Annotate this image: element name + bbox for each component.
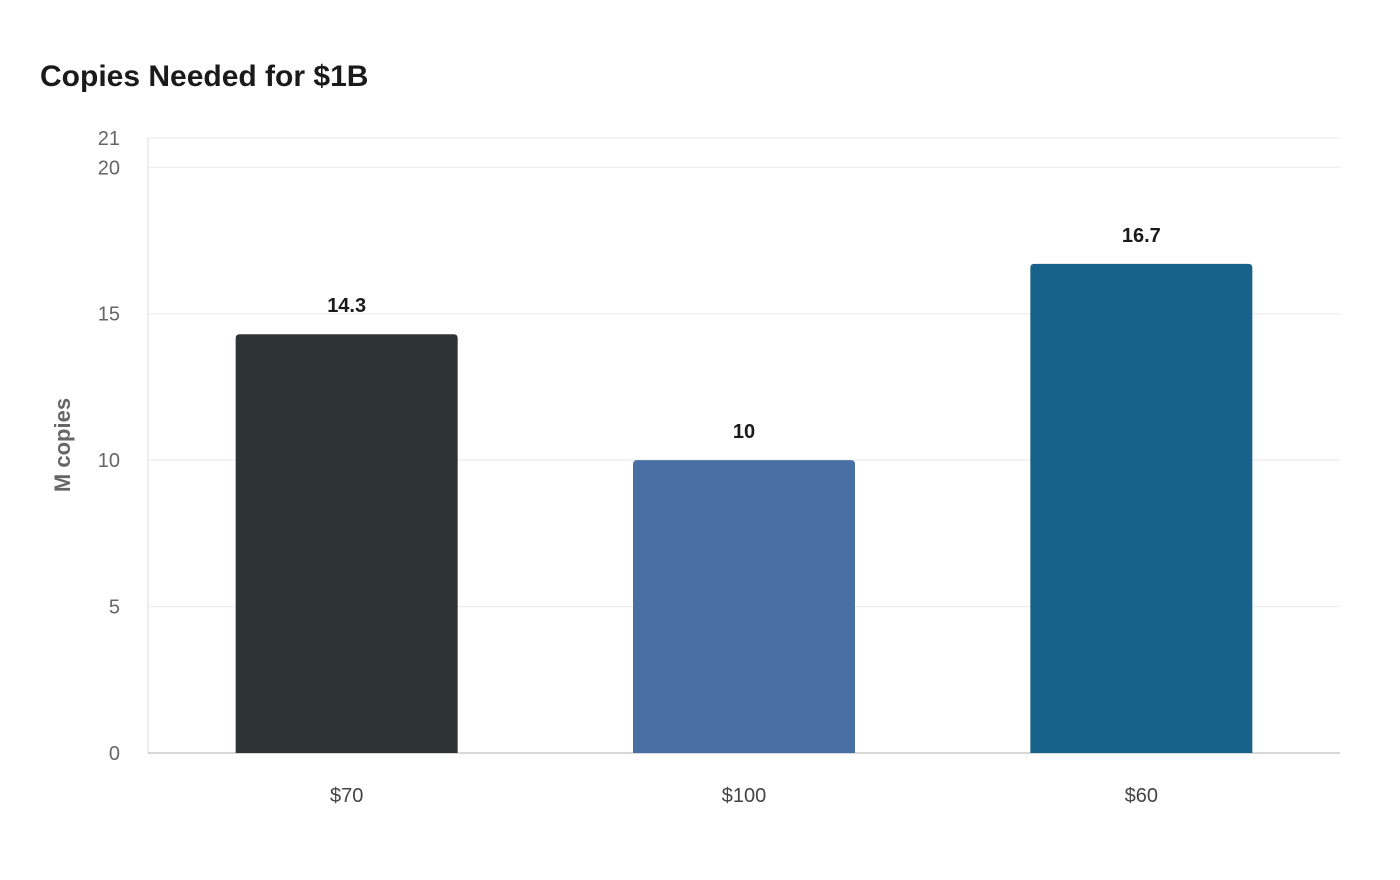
category-labels: $70 $100 $60 <box>330 785 1158 807</box>
y-tick-label: 5 <box>109 597 120 619</box>
value-label: 16.7 <box>1122 225 1161 247</box>
value-labels: 14.3 10 16.7 <box>327 225 1161 443</box>
y-tick-label: 15 <box>98 304 120 326</box>
chart-title: Copies Needed for $1B <box>40 60 369 93</box>
y-tick-label: 20 <box>98 157 120 179</box>
x-tick-label: $60 <box>1125 785 1158 807</box>
value-label: 10 <box>733 421 755 443</box>
x-tick-label: $100 <box>722 785 767 807</box>
bar-0 <box>235 334 458 753</box>
bar-1 <box>633 460 855 753</box>
value-label: 14.3 <box>327 295 366 317</box>
x-tick-label: $70 <box>330 785 363 807</box>
bar-2 <box>1030 263 1253 753</box>
y-tick-label: 0 <box>109 743 120 765</box>
y-tick-label: 10 <box>98 450 120 472</box>
y-tick-label: 21 <box>98 128 120 150</box>
y-tick-labels: 0 5 10 15 20 21 <box>98 128 120 765</box>
y-axis-title: M copies <box>50 398 75 492</box>
bars <box>235 263 1253 753</box>
